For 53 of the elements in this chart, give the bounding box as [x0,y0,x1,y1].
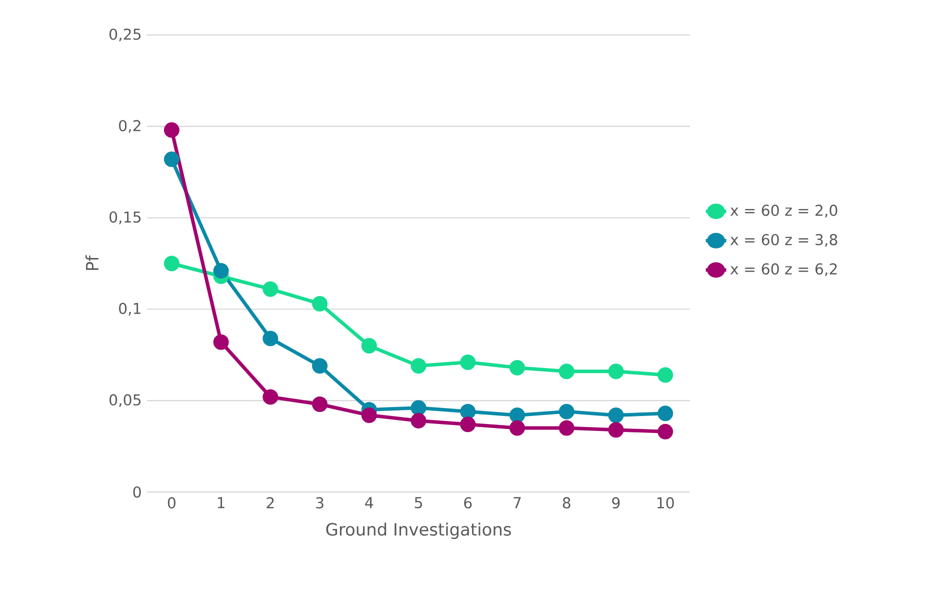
point [509,407,525,423]
y-tick-label: 0,15 [110,211,141,224]
point [410,400,426,416]
point [410,358,426,374]
y-tick-label: 0 [133,486,141,498]
point [608,407,624,423]
point [410,412,426,428]
y-tick-label: 0,05 [110,394,141,408]
point [312,358,328,374]
x-tick-label: 4 [365,497,374,508]
point [361,338,377,354]
x-tick-label: 0 [168,497,176,508]
x-tick-label: 8 [562,497,570,508]
point [164,256,180,272]
x-tick-label: 3 [316,497,324,508]
x-tick-label: 7 [514,497,521,508]
point [558,404,574,420]
point [558,420,574,436]
point [460,404,476,420]
point [312,296,328,312]
point [361,407,377,423]
point [262,330,278,346]
point [658,367,674,383]
point [164,152,180,168]
legend-label: x = 60 z = 3,8 [730,234,838,247]
y-tick-label: 0,2 [119,120,140,133]
point [213,263,229,279]
point [509,360,525,376]
x-tick-label: 5 [414,497,422,508]
x-tick-label: 1 [218,497,224,508]
point [213,334,229,350]
point [658,424,674,440]
y-tick-label: 0,25 [110,28,141,42]
point [262,281,278,297]
point [164,122,180,138]
point [558,364,574,380]
point [658,406,674,422]
x-axis-title: Ground Investigations [326,522,511,540]
point [608,364,624,380]
point [460,354,476,370]
point [262,389,278,405]
y-axis-title: Pf [86,255,98,270]
point [312,396,328,412]
legend-label: x = 60 z = 6,2 [730,263,837,276]
point [608,422,624,438]
point [460,416,476,432]
legend-label: x = 60 z = 2,0 [730,204,838,218]
x-tick-label: 2 [266,497,274,508]
x-tick-label: 9 [612,497,620,508]
x-tick-label: 6 [464,497,472,508]
y-tick-label: 0,1 [119,302,140,316]
x-tick-label: 10 [657,497,674,508]
point [509,420,525,436]
